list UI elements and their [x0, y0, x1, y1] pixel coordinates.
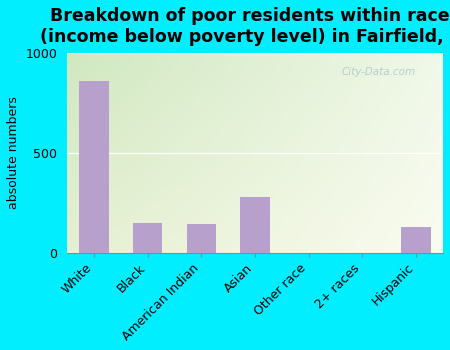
- Bar: [187, 224, 216, 253]
- Bar: [401, 226, 431, 253]
- Bar: [240, 197, 270, 253]
- Bar: [79, 81, 109, 253]
- Y-axis label: absolute numbers: absolute numbers: [7, 96, 20, 209]
- Text: City-Data.com: City-Data.com: [342, 67, 416, 77]
- Bar: [133, 223, 162, 253]
- Title: Breakdown of poor residents within races
(income below poverty level) in Fairfie: Breakdown of poor residents within races…: [40, 7, 450, 46]
